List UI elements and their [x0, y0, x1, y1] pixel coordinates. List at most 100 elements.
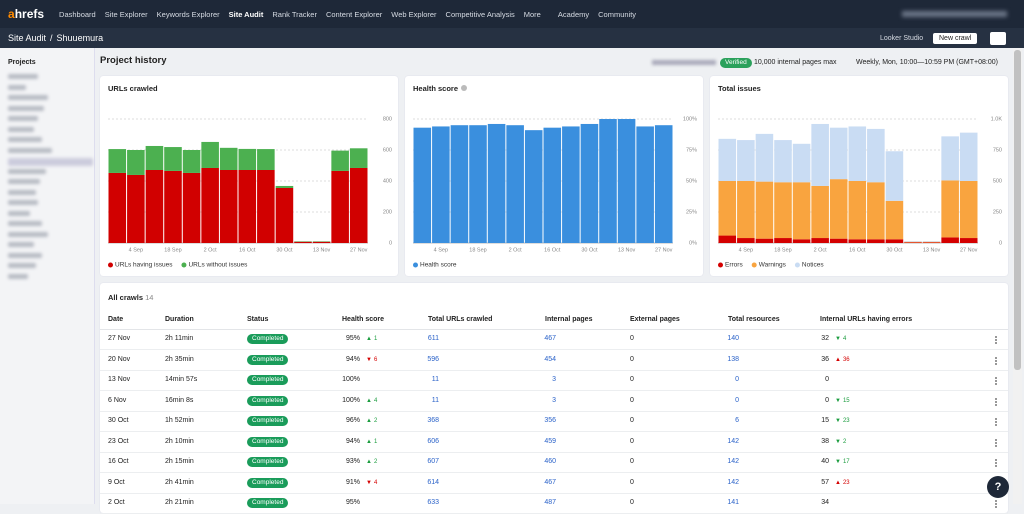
- bar-segment: [941, 136, 959, 180]
- cell-value: 16min 8s: [165, 396, 193, 406]
- x-tick-label: 30 Oct: [581, 247, 598, 253]
- delta-value: 4: [843, 336, 846, 342]
- cell-value: 0: [735, 375, 739, 385]
- cell-value: 368: [427, 416, 439, 426]
- bar-segment: [811, 124, 829, 186]
- cell-value: 94%: [346, 355, 360, 365]
- row-rule: [100, 431, 1008, 432]
- row-menu[interactable]: [995, 439, 997, 441]
- y-tick-label: 1.0K: [991, 116, 1003, 122]
- nav-item[interactable]: More: [524, 10, 541, 19]
- delta-arrow: ▲: [366, 459, 372, 465]
- y-tick-label: 500: [993, 178, 1002, 184]
- y-tick-label: 50%: [686, 178, 697, 184]
- row-menu[interactable]: [995, 398, 997, 400]
- bar-segment: [886, 201, 904, 239]
- delta: ▲4: [366, 396, 377, 406]
- status-badge: Completed: [247, 334, 288, 344]
- schedule: Weekly, Mon, 10:00—10:59 PM (GMT+08:00): [856, 58, 998, 68]
- crumb[interactable]: Site Audit: [8, 33, 46, 43]
- new-crawl-button[interactable]: New crawl: [933, 33, 977, 44]
- nav-item[interactable]: Rank Tracker: [272, 10, 317, 19]
- delta: ▼4: [835, 334, 846, 344]
- x-tick-label: 18 Sep: [164, 247, 181, 253]
- project-blur: [8, 211, 30, 216]
- delta-value: 15: [843, 398, 850, 404]
- sidebar-title: Projects: [8, 58, 36, 68]
- nav-item[interactable]: Web Explorer: [391, 10, 436, 19]
- settings-button[interactable]: [990, 32, 1006, 45]
- nav-item[interactable]: Site Explorer: [105, 10, 148, 19]
- bar-segment: [164, 147, 182, 171]
- cell-value: 2h 11min: [165, 334, 193, 344]
- nav-item[interactable]: Keywords Explorer: [157, 10, 220, 19]
- delta-value: 2: [374, 418, 377, 424]
- x-tick-label: 2 Oct: [814, 247, 828, 253]
- cell-value: 142: [727, 437, 739, 447]
- bar-segment: [276, 188, 294, 243]
- delta-value: 1: [374, 439, 377, 445]
- y-tick-label: 750: [993, 147, 1002, 153]
- logo[interactable]: ahrefs: [8, 7, 44, 21]
- x-tick-label: 4 Sep: [739, 247, 753, 253]
- row-menu[interactable]: [995, 500, 997, 502]
- nav-item[interactable]: Site Audit: [229, 10, 264, 19]
- bar-segment: [239, 149, 257, 170]
- project-blur: [8, 148, 52, 153]
- nav-item[interactable]: Competitive Analysis: [446, 10, 515, 19]
- row-menu[interactable]: [995, 459, 997, 461]
- row-menu[interactable]: [995, 357, 997, 359]
- y-tick-label: 200: [383, 209, 392, 215]
- cell-value: 40: [821, 457, 829, 467]
- cell-value: 91%: [346, 478, 360, 488]
- y-tick-label: 400: [383, 178, 392, 184]
- bar-segment: [811, 238, 829, 243]
- column-header: Duration: [165, 315, 194, 325]
- delta-arrow: ▼: [835, 336, 841, 342]
- cell-value: 13 Nov: [108, 375, 130, 385]
- status-badge: Completed: [247, 437, 288, 447]
- looker-studio[interactable]: Looker Studio: [880, 35, 923, 42]
- bar-segment: [793, 182, 811, 239]
- cell-value: 32: [821, 334, 829, 344]
- nav-item[interactable]: Dashboard: [59, 10, 96, 19]
- nav-link[interactable]: Academy: [558, 10, 589, 19]
- page-title: Project history: [100, 56, 167, 66]
- cell-value: 0: [825, 375, 829, 385]
- delta-arrow: ▲: [835, 480, 841, 486]
- cell-value: 2 Oct: [108, 498, 125, 508]
- nav-link[interactable]: Community: [598, 10, 636, 19]
- bar-segment: [774, 238, 792, 243]
- x-tick-label: 16 Oct: [544, 247, 561, 253]
- cell-value: 95%: [346, 334, 360, 344]
- delta-arrow: ▲: [366, 418, 372, 424]
- bar-segment: [469, 125, 487, 243]
- help-button[interactable]: ?: [987, 476, 1009, 498]
- legend-swatch: [108, 263, 113, 268]
- project-blur: [8, 221, 42, 226]
- cell-value: 6 Nov: [108, 396, 126, 406]
- delta: ▲1: [366, 437, 377, 447]
- cell-value: 0: [630, 457, 634, 467]
- delta-arrow: ▲: [366, 398, 372, 404]
- cell-value: 93%: [346, 457, 360, 467]
- delta-arrow: ▲: [366, 439, 372, 445]
- cell-value: 596: [427, 355, 439, 365]
- legend-label: Health score: [420, 262, 457, 269]
- row-menu[interactable]: [995, 336, 997, 338]
- crawl-count: 14: [145, 293, 153, 302]
- nav-item[interactable]: Content Explorer: [326, 10, 382, 19]
- bar-segment: [562, 126, 580, 243]
- delta-arrow: ▲: [366, 336, 372, 342]
- delta: ▲2: [366, 416, 377, 426]
- bar-segment: [655, 125, 673, 243]
- bar-segment: [941, 180, 959, 237]
- bar-segment: [146, 170, 164, 243]
- delta-value: 4: [374, 398, 377, 404]
- row-menu[interactable]: [995, 418, 997, 420]
- row-menu[interactable]: [995, 377, 997, 379]
- bar-segment: [756, 239, 774, 243]
- project-blur: [8, 74, 38, 79]
